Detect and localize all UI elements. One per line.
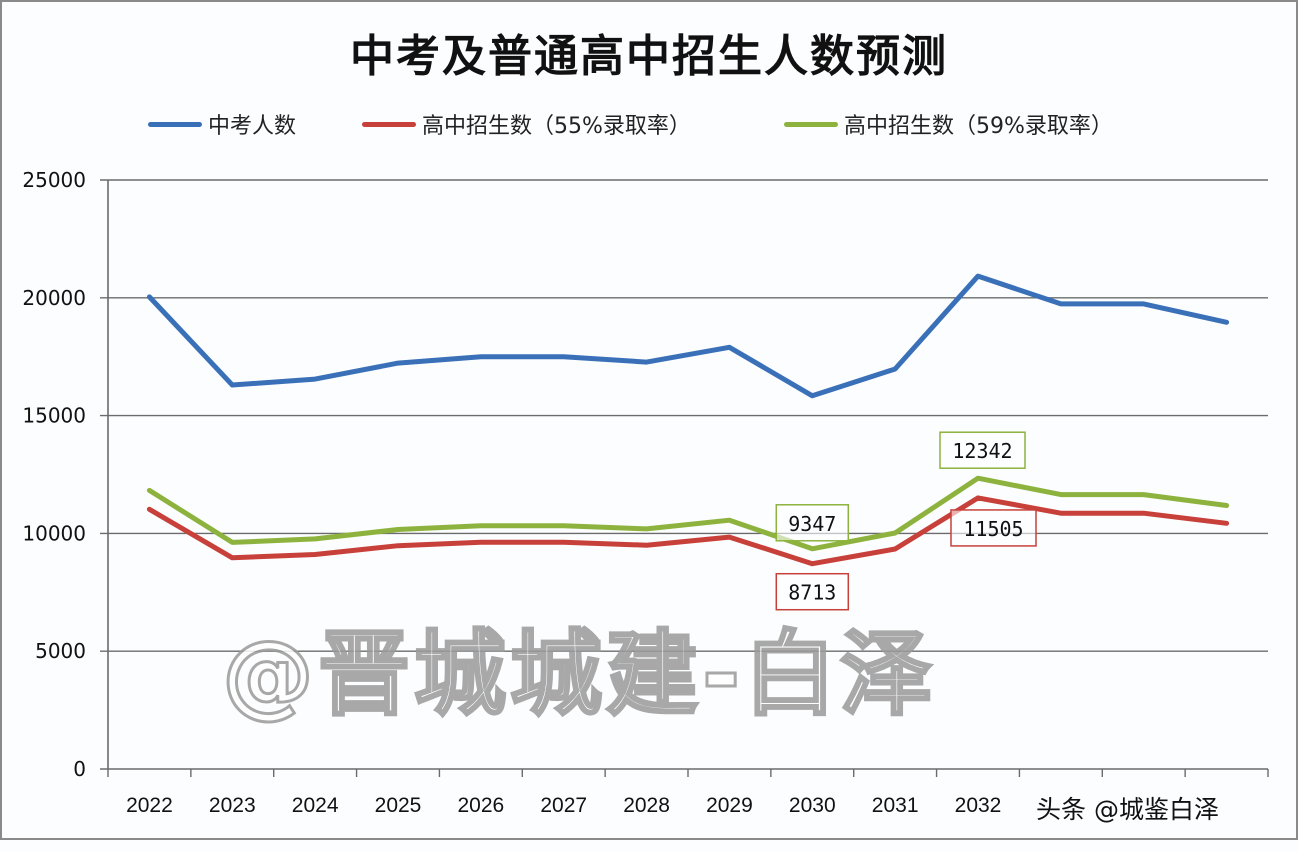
x-tick-label: 2032: [955, 794, 1002, 817]
x-tick-label: 2028: [623, 794, 670, 817]
x-tick-label: 2029: [706, 794, 753, 817]
y-tick-label: 0: [73, 757, 86, 781]
series-line-0: [146, 273, 1230, 399]
data-label-box: [939, 431, 1026, 469]
legend-swatch-red: [362, 121, 416, 127]
x-tick-label: 2030: [789, 794, 836, 817]
data-label-box: [950, 509, 1037, 547]
legend-item-55pct: 高中招生数（55%录取率）: [362, 108, 691, 140]
data-label: 11505: [963, 517, 1023, 541]
x-tick-label: 2022: [126, 794, 173, 817]
legend-item-zhongkao: 中考人数: [148, 108, 296, 140]
legend-label: 中考人数: [208, 114, 297, 139]
data-label: 12342: [952, 439, 1012, 463]
data-label-box: [775, 572, 850, 611]
legend-label: 高中招生数（59%录取率）: [844, 114, 1113, 139]
x-tick-label: 2027: [540, 794, 587, 817]
legend-swatch-blue: [148, 121, 202, 127]
watermark: @晋城城建-白泽: [220, 620, 937, 730]
y-tick-label: 15000: [22, 404, 86, 428]
y-tick-label: 5000: [35, 639, 86, 663]
chart-title: 中考及普通高中招生人数预测: [350, 31, 948, 82]
legend: 中考人数 高中招生数（55%录取率） 高中招生数（59%录取率）: [0, 108, 1298, 144]
x-tick-label: 2025: [375, 794, 422, 817]
legend-label: 高中招生数（55%录取率）: [422, 114, 691, 139]
x-tick-label: 2023: [209, 794, 256, 817]
series-line-1: [146, 495, 1230, 567]
x-tick-label: 2026: [457, 794, 504, 817]
legend-swatch-green: [784, 121, 838, 127]
y-tick-label: 25000: [22, 168, 86, 192]
data-label-box: [775, 504, 850, 542]
data-label: 9347: [788, 512, 836, 536]
x-tick-label: 2024: [292, 794, 339, 817]
series-line-2: [146, 475, 1230, 552]
y-tick-label: 20000: [22, 286, 86, 310]
source-watermark: 头条 @城鉴白泽: [1036, 795, 1219, 824]
y-tick-label: 10000: [22, 521, 86, 545]
legend-item-59pct: 高中招生数（59%录取率）: [784, 108, 1113, 140]
x-tick-label: 2031: [872, 794, 919, 817]
data-label: 8713: [788, 581, 836, 605]
